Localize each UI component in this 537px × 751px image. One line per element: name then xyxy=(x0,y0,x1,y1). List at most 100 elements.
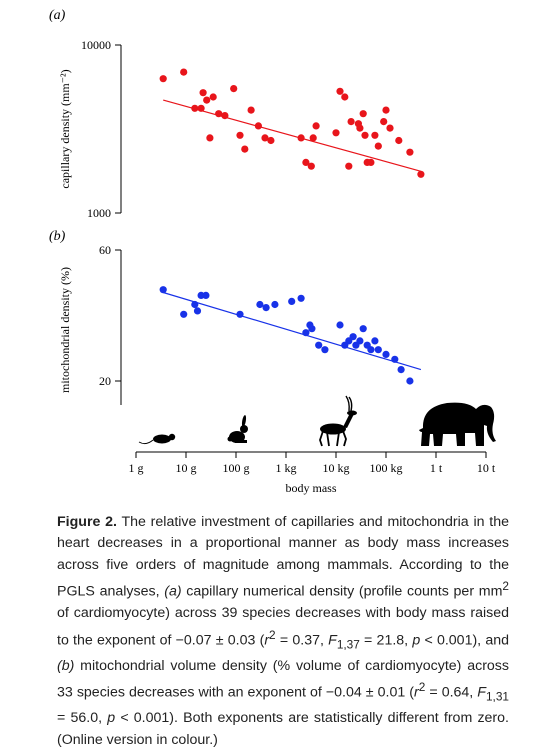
mouse-silhouette xyxy=(138,433,176,445)
panel-a-data-point xyxy=(307,162,315,170)
panel-b-data-point xyxy=(336,321,344,329)
caption-superscript-2: 2 xyxy=(502,579,509,594)
caption-p-symbol-b: p xyxy=(107,710,116,727)
panel-a-data-point xyxy=(367,158,375,166)
panel-b-data-point xyxy=(397,366,405,374)
caption-text-8: = 0.64, xyxy=(425,684,478,701)
caption-b-label: (b) xyxy=(57,657,75,674)
panel-b-data-point xyxy=(371,337,379,345)
figure-caption: Figure 2. The relative investment of cap… xyxy=(57,512,509,751)
panel-b-data-point xyxy=(359,325,367,333)
caption-text-4: = 0.37, xyxy=(275,632,329,649)
panel-b-fit-line xyxy=(163,291,422,371)
panel-a-fit-line xyxy=(163,99,422,172)
panel-a-data-point xyxy=(345,162,353,170)
x-tick-label: 10 g xyxy=(176,461,197,475)
panel-a-data-point xyxy=(199,89,207,97)
panel-b-data-point xyxy=(308,325,316,333)
rabbit-silhouette xyxy=(227,415,248,443)
elephant-silhouette xyxy=(419,402,496,446)
panel-b-data-point xyxy=(315,341,323,349)
panel-b-data-point xyxy=(382,350,390,358)
panel-a-data-point xyxy=(261,134,269,142)
x-tick-label: 100 g xyxy=(223,461,250,475)
panel-a-data-point xyxy=(180,68,188,76)
panel-b-data-point xyxy=(321,346,329,354)
x-axis-title: body mass xyxy=(286,481,337,495)
caption-r-superscript-b: 2 xyxy=(418,680,426,695)
panel-a-data-point xyxy=(247,106,255,114)
panel-a-data-point xyxy=(359,110,367,118)
panel-b-data-point xyxy=(193,307,202,315)
panel-a-data-point xyxy=(203,96,211,104)
caption-r-symbol: r xyxy=(264,632,270,649)
caption-f-subscript-a: 1,37 xyxy=(336,637,360,652)
panel-a-data-point xyxy=(361,131,369,139)
panel-a-y-tick-label-top: 10000 xyxy=(81,38,111,52)
panel-b-y-axis-title: mitochondrial density (%) xyxy=(58,267,72,393)
panel-a-data-point xyxy=(209,93,217,101)
panel-b-data-point xyxy=(256,300,264,309)
panel-a-data-point xyxy=(332,129,340,137)
panel-a-data-point xyxy=(309,134,317,142)
caption-text-10: < 0.001). Both exponents are statistical… xyxy=(57,710,509,748)
panel-b-data-point xyxy=(159,286,167,294)
panel-b-y-tick-label-top: 60 xyxy=(99,243,111,257)
caption-text-9: = 56.0, xyxy=(57,710,108,727)
panel-a-data-point xyxy=(371,131,379,139)
panel-b-y-tick-label-bottom: 20 xyxy=(99,374,111,388)
panel-a-data-point xyxy=(417,170,425,178)
panel-a-data-point xyxy=(159,75,167,83)
panel-a-points xyxy=(159,68,425,178)
panel-a-data-point xyxy=(241,145,249,153)
x-tick-label: 1 t xyxy=(430,461,443,475)
panel-a-data-point xyxy=(267,136,275,145)
panel-a-data-point xyxy=(341,93,349,101)
panel-a-data-point xyxy=(386,124,394,132)
panel-a-data-point xyxy=(406,148,414,156)
panel-a-y-axis-title: capillary density (mm⁻²) xyxy=(58,69,72,188)
panel-b-data-point xyxy=(349,333,357,341)
panel-b-data-point xyxy=(202,291,210,299)
caption-text-2: capillary numerical density (profile cou… xyxy=(181,583,503,600)
figure-2-chart: (a) 10000 1000 capillary density (mm⁻²) … xyxy=(49,8,496,495)
panel-a-data-point xyxy=(206,134,214,142)
panel-a-data-point xyxy=(356,124,364,132)
caption-f-symbol-b: F xyxy=(477,684,486,701)
caption-text-6: < 0.001), and xyxy=(420,632,510,649)
caption-f-symbol: F xyxy=(328,632,337,649)
panel-a-data-point xyxy=(236,131,244,139)
panel-b-data-point xyxy=(262,304,270,312)
panel-a-data-point xyxy=(380,118,388,126)
panel-a-y-tick-label-bottom: 1000 xyxy=(87,206,111,220)
caption-a-label: (a) xyxy=(164,583,182,600)
caption-text-1: The relative investment of capillaries a… xyxy=(57,514,509,600)
x-tick-label: 1 g xyxy=(129,461,144,475)
panel-b-data-point xyxy=(271,300,279,309)
panel-b-data-point xyxy=(374,346,382,354)
panel-b-data-point xyxy=(406,377,414,385)
panel-b-points xyxy=(159,286,414,385)
panel-a-data-point xyxy=(395,136,403,145)
panel-a-data-point xyxy=(302,158,310,166)
caption-p-symbol: p xyxy=(412,632,421,649)
x-tick-label: 100 kg xyxy=(370,461,403,475)
caption-text-5: = 21.8, xyxy=(359,632,413,649)
panel-b-data-point xyxy=(180,310,188,318)
caption-r-superscript: 2 xyxy=(269,627,276,642)
panel-a-data-point xyxy=(312,122,320,130)
panel-b-data-point xyxy=(356,337,364,345)
panel-a-data-point xyxy=(374,142,382,150)
panel-a-data-point xyxy=(382,106,390,114)
x-axis-ticks: 1 g 10 g 100 g 1 kg 10 kg 100 kg 1 t 10 t xyxy=(129,452,496,475)
caption-text-3: of cardiomyocyte) across 39 species decr… xyxy=(57,605,509,649)
panel-b-data-point xyxy=(367,346,375,354)
panel-b-label: (b) xyxy=(49,229,66,244)
panel-a-data-point xyxy=(230,85,238,93)
caption-text-7: mitochondrial volume density (% volume o… xyxy=(57,657,509,701)
panel-a-data-point xyxy=(347,118,355,126)
x-tick-label: 1 kg xyxy=(276,461,297,475)
antelope-silhouette xyxy=(319,395,357,447)
panel-a-data-point xyxy=(336,87,344,95)
panel-a-label: (a) xyxy=(49,8,66,23)
